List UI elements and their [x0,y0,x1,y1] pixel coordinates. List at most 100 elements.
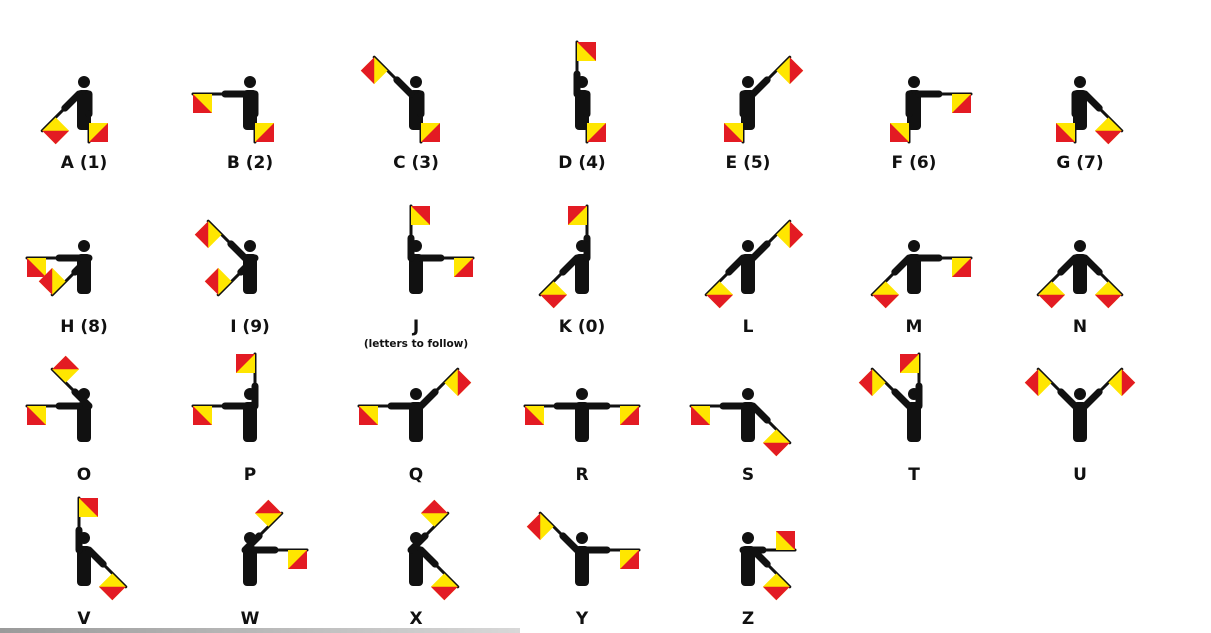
signal-label: C (3) [393,153,439,173]
left-arm-down-left [704,254,747,309]
left-arm-left [25,402,83,425]
semaphore-figure [241,499,309,586]
signal-label: S [741,465,755,485]
signal-cell: C (3) [351,28,481,172]
signal-note: (letters to follow) [363,338,469,350]
semaphore-figure [25,240,93,297]
signal-label: A (1) [60,153,108,173]
person-silhouette [741,388,755,442]
signal-cell: A (1) [19,28,149,172]
right-flag [430,573,458,601]
right-flag [776,221,804,249]
left-flag [776,531,795,550]
right-flag [952,94,971,113]
left-flag [1056,123,1075,142]
left-arm-left [191,90,249,113]
person-silhouette [1073,240,1087,294]
left-arm-left [191,402,249,425]
semaphore-figure [1024,367,1136,442]
person-silhouette [575,532,589,586]
right-arm-up [900,352,923,410]
left-flag [420,499,448,527]
right-flag [568,206,587,225]
signal-cell: I (9) [185,192,315,336]
right-arm-down-right [85,546,128,601]
signal-label: D (4) [558,153,606,173]
left-arm-up-left [360,55,415,98]
signal-cell: N [1015,192,1145,336]
semaphore-figure [191,76,274,144]
left-flag [577,42,596,61]
signal-cell: K (0) [517,192,647,336]
semaphore-figure [191,352,259,442]
right-arm-up-left [50,355,93,410]
left-arm-down [724,90,747,144]
person-silhouette [741,240,755,294]
semaphore-figure [689,388,792,457]
left-flag [42,117,70,145]
signal-cell: T [849,340,979,484]
left-flag [27,406,46,425]
left-arm-down [890,90,913,144]
left-flag [540,281,568,309]
right-flag [620,550,639,569]
signal-cell: X [351,484,481,628]
signal-label: X [409,609,423,629]
right-arm-down [85,90,108,144]
left-arm-up [407,204,430,262]
right-flag [762,429,790,457]
right-arm-down [251,90,274,144]
left-arm-down-left [870,254,913,309]
signal-label: Z [741,609,755,629]
left-flag [525,406,544,425]
signal-label: I (9) [230,317,270,337]
signal-cell: V [19,484,149,628]
right-flag [444,369,472,397]
left-flag [194,221,222,249]
semaphore-figure [40,76,108,145]
left-arm-left [357,402,415,425]
signal-label: U [1073,465,1087,485]
signal-label: H (8) [60,317,108,337]
signal-label: E (5) [725,153,771,173]
right-arm-up [236,352,259,410]
left-arm-down [1056,90,1079,144]
signal-cell: Q [351,340,481,484]
semaphore-figure [739,531,797,601]
right-flag [204,267,232,295]
right-arm-down [417,90,440,144]
left-flag [359,406,378,425]
semaphore-figure [357,367,472,442]
signal-cell: G (7) [1015,28,1145,172]
left-arm-up-right [241,499,284,554]
right-arm-right [417,254,475,277]
semaphore-figure [704,219,804,309]
semaphore-figure [25,355,93,442]
person-silhouette [1073,388,1087,442]
left-arm-up-right [407,499,450,554]
signal-label: O [76,465,92,485]
right-arm-up-right [749,55,804,98]
right-flag [1094,281,1122,309]
right-flag [89,123,108,142]
right-arm-right [583,402,641,425]
left-flag [411,206,430,225]
signal-cell: P [185,340,315,484]
signal-cell: H (8) [19,192,149,336]
right-flag [762,573,790,601]
signal-cell: L [683,192,813,336]
left-flag [872,281,900,309]
left-flag [691,406,710,425]
right-flag [288,550,307,569]
left-arm-down-left [538,254,581,309]
right-arm-down [583,90,606,144]
left-flag [724,123,743,142]
semaphore-figure [407,499,460,601]
right-flag [900,354,919,373]
signal-label: K (0) [558,317,606,337]
right-flag [255,123,274,142]
signal-cell: U [1015,340,1145,484]
right-flag [236,354,255,373]
right-flag [1108,369,1136,397]
